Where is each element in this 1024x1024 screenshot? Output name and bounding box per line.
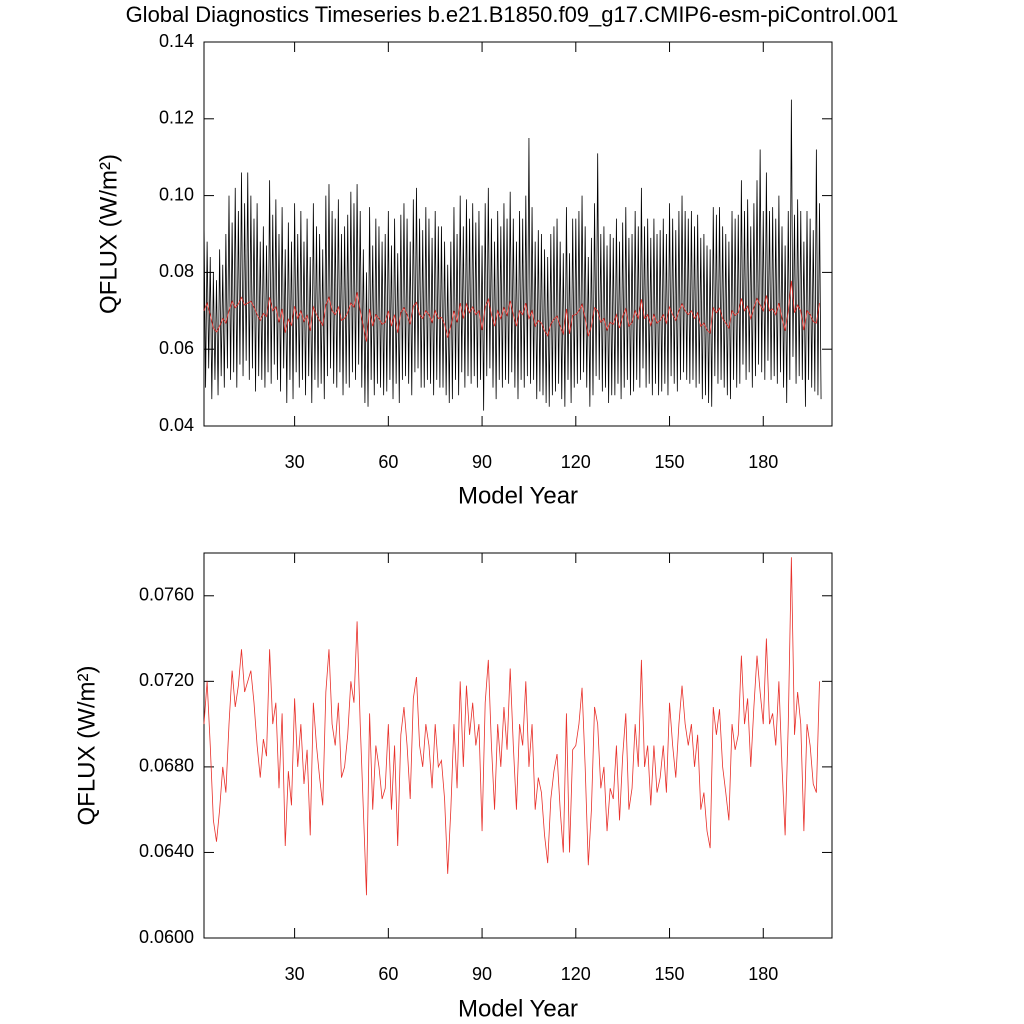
y-tick-label: 0.14 xyxy=(159,31,194,51)
x-tick-label: 150 xyxy=(655,964,685,984)
series-line xyxy=(203,557,820,896)
y-axis-title: QFLUX (W/m²) xyxy=(95,154,122,314)
x-tick-label: 120 xyxy=(561,964,591,984)
y-tick-label: 0.0760 xyxy=(139,585,194,605)
x-tick-label: 30 xyxy=(285,452,305,472)
y-tick-label: 0.0600 xyxy=(139,927,194,947)
x-tick-label: 60 xyxy=(378,452,398,472)
x-axis-title: Model Year xyxy=(458,995,578,1022)
y-tick-label: 0.12 xyxy=(159,108,194,128)
y-tick-label: 0.0640 xyxy=(139,841,194,861)
y-tick-label: 0.10 xyxy=(159,184,194,204)
x-tick-label: 180 xyxy=(748,452,778,472)
y-tick-label: 0.06 xyxy=(159,338,194,358)
y-tick-label: 0.08 xyxy=(159,261,194,281)
x-tick-label: 30 xyxy=(285,964,305,984)
y-tick-label: 0.04 xyxy=(159,415,194,435)
series-line xyxy=(203,99,822,411)
y-axis-title: QFLUX (W/m²) xyxy=(73,666,100,826)
y-tick-label: 0.0720 xyxy=(139,670,194,690)
plot-frame xyxy=(203,552,833,939)
x-tick-label: 90 xyxy=(472,964,492,984)
x-tick-label: 180 xyxy=(748,964,778,984)
y-tick-label: 0.0680 xyxy=(139,756,194,776)
series-line xyxy=(203,280,820,342)
x-tick-label: 120 xyxy=(561,452,591,472)
x-tick-label: 60 xyxy=(378,964,398,984)
x-tick-label: 150 xyxy=(655,452,685,472)
x-axis-title: Model Year xyxy=(458,482,578,509)
x-tick-label: 90 xyxy=(472,452,492,472)
chart-title: Global Diagnostics Timeseries b.e21.B185… xyxy=(126,2,899,27)
